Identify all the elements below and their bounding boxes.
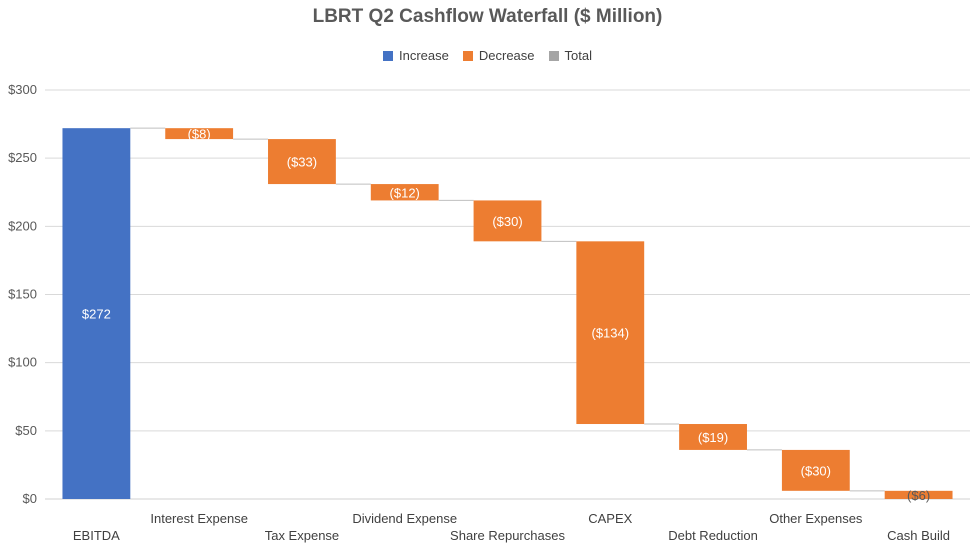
waterfall-bar bbox=[165, 128, 234, 140]
waterfall-bar bbox=[679, 424, 747, 450]
waterfall-bar bbox=[268, 139, 336, 185]
chart-title: LBRT Q2 Cashflow Waterfall ($ Million) bbox=[312, 6, 663, 27]
data-label: ($134) bbox=[591, 326, 629, 341]
data-label: $272 bbox=[82, 307, 111, 322]
waterfall-bar bbox=[576, 241, 645, 425]
waterfall-bar bbox=[884, 490, 953, 499]
legend-swatch bbox=[462, 50, 473, 61]
y-tick-label: $100 bbox=[8, 355, 37, 370]
x-category-label: CAPEX bbox=[588, 511, 632, 526]
data-label: ($19) bbox=[698, 430, 728, 445]
data-label: ($30) bbox=[801, 463, 831, 478]
data-label: ($6) bbox=[907, 488, 930, 503]
x-category-label: EBITDA bbox=[73, 528, 120, 543]
legend-item-total: Total bbox=[548, 48, 592, 63]
legend-label: Total bbox=[564, 48, 592, 63]
legend-swatch bbox=[548, 50, 559, 61]
x-category-label: Cash Build bbox=[887, 528, 950, 543]
y-tick-label: $200 bbox=[8, 218, 37, 233]
y-tick-label: $250 bbox=[8, 150, 37, 165]
x-category-label: Interest Expense bbox=[150, 511, 248, 526]
data-label: ($33) bbox=[287, 155, 317, 170]
legend-item-decrease: Decrease bbox=[462, 48, 535, 63]
x-category-label: Tax Expense bbox=[265, 528, 339, 543]
legend-item-increase: Increase bbox=[383, 48, 449, 63]
x-category-label: Debt Reduction bbox=[668, 528, 758, 543]
legend-label: Increase bbox=[399, 48, 449, 63]
legend-swatch bbox=[383, 50, 393, 61]
legend-label: Decrease bbox=[478, 48, 535, 63]
y-tick-label: $50 bbox=[15, 423, 37, 438]
chart-legend: Increase Decrease Total bbox=[0, 48, 975, 63]
y-tick-label: $150 bbox=[8, 287, 37, 302]
data-label: ($8) bbox=[188, 127, 211, 142]
waterfall-bar bbox=[473, 200, 542, 242]
waterfall-bar bbox=[781, 449, 850, 491]
data-label: ($30) bbox=[492, 214, 522, 229]
y-tick-label: $300 bbox=[8, 82, 37, 97]
waterfall-bar bbox=[62, 128, 131, 499]
x-category-label: Other Expenses bbox=[769, 511, 863, 526]
waterfall-bar bbox=[370, 184, 439, 201]
x-category-label: Share Repurchases bbox=[450, 528, 565, 543]
data-label: ($12) bbox=[390, 185, 420, 200]
x-category-label: Dividend Expense bbox=[352, 511, 457, 526]
y-tick-label: $0 bbox=[23, 491, 37, 506]
